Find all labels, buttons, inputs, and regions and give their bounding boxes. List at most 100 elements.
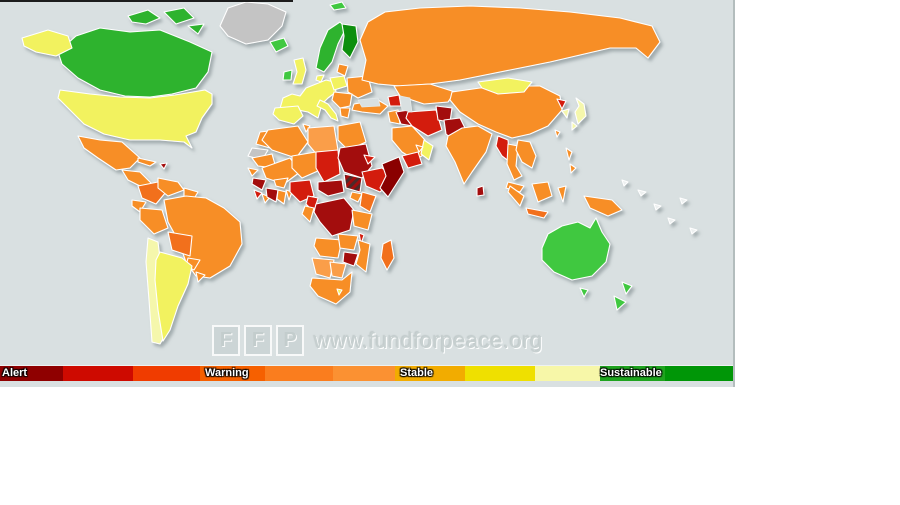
region-pacific-islands [667,217,676,225]
ffp-logo: F F P [212,325,304,356]
region-ivory-coast [265,187,279,203]
legend-segment-4 [265,366,333,381]
region-bolivia [167,231,193,257]
region-oman [420,139,434,161]
region-zambia [337,233,359,251]
region-guinea [251,177,267,191]
region-russia [359,5,661,87]
legend-label-alert: Alert [2,367,28,379]
region-botswana [329,261,347,279]
region-ireland [282,69,293,81]
fundforpeace-url-text: www.fundforpeace.org [314,327,543,353]
legend-segment-9 [600,366,665,381]
region-cuba [137,157,157,167]
region-mexico [77,135,141,171]
fragile-states-map-image: F F P www.fundforpeace.org Alert Warning S… [0,0,735,387]
region-venezuela [157,177,185,197]
region-greece [339,107,351,119]
region-central-african-republic [317,179,345,197]
region-lesotho [336,288,343,296]
region-japan [571,121,578,131]
region-black-sea [357,97,381,108]
world-map [21,1,698,345]
legend-segment-6 [395,366,465,381]
region-congo [301,205,315,223]
region-finland [341,23,359,59]
region-vietnam [515,139,537,169]
ffp-logo-letter: P [276,325,304,356]
region-malaysia [505,181,525,193]
region-pacific-islands [653,203,662,211]
region-mongolia [477,77,533,95]
region-borneo [531,181,553,203]
region-madagascar [380,239,395,271]
region-uk [292,57,307,85]
region-somalia [379,156,405,198]
region-australia [541,217,611,281]
region-sri-lanka [476,185,485,197]
region-caspian-sea [399,95,413,113]
region-ghana [276,189,287,205]
region-mozambique [355,239,371,273]
region-pacific-islands [637,189,647,197]
legend-segment-8 [535,366,600,381]
region-taiwan [554,129,561,138]
legend-segment-5 [333,366,395,381]
region-usa [57,89,213,149]
region-baltics [336,63,349,77]
region-malawi [358,232,365,245]
region-sierra-leone [253,189,263,200]
region-burkina-faso [273,177,289,189]
legend-label-sustainable: Sustainable [600,367,662,379]
region-canada [163,7,195,25]
region-iran [405,109,443,137]
region-iberia [272,105,304,125]
legend-bar: Alert Warning Stable Sustainable [0,365,733,381]
region-zimbabwe [342,251,359,267]
region-india [445,125,493,185]
region-south-korea [561,108,570,119]
region-pacific-islands [679,197,688,205]
region-new-guinea [583,195,623,217]
region-philippines [565,147,573,161]
ffp-logo-letter: F [212,325,240,356]
region-tanzania [351,209,373,231]
region-new-zealand [621,281,633,295]
top-border-line [0,0,293,2]
legend-segment-7 [465,366,535,381]
region-poland [329,75,348,91]
region-alaska [21,29,73,57]
region-sulawesi [557,185,567,203]
region-java [525,207,549,219]
legend-label-warning: Warning [205,367,249,379]
region-philippines [569,163,577,174]
legend-label-stable: Stable [400,367,434,379]
region-angola [313,237,343,259]
region-greenland [219,1,287,45]
region-south-africa [309,271,353,305]
region-south-sudan [343,173,363,193]
region-yemen [401,151,423,169]
region-italy [316,99,339,122]
region-chad [315,149,341,183]
legend-segment-3 [200,366,265,381]
region-iceland [269,37,289,53]
region-pacific-islands [621,179,629,187]
ffp-logo-letter: F [244,325,272,356]
ffp-watermark: F F P www.fundforpeace.org [212,325,543,356]
region-japan [574,97,587,125]
legend-segment-2 [133,366,200,381]
region-canada [187,23,205,35]
region-uruguay [195,271,206,283]
region-canada [57,27,213,98]
region-mali [261,157,301,185]
region-dr-congo [313,197,355,237]
region-new-zealand [613,295,627,311]
region-kenya [359,191,377,213]
region-tasmania [579,287,589,298]
region-argentina [154,251,193,342]
region-niger [291,151,321,179]
region-svalbard [329,1,347,11]
region-uganda [349,191,363,203]
